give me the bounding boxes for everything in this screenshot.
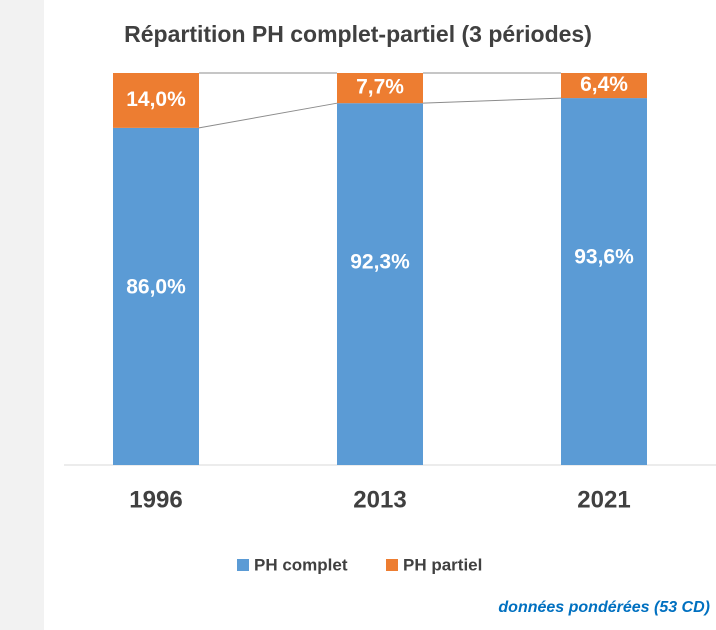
data-label: 14,0% [126,88,186,111]
bar-segment [113,73,199,128]
x-tick-label: 2021 [577,486,630,513]
bar-segment [337,73,423,104]
chart-title: Répartition PH complet-partiel (3 périod… [124,21,592,47]
data-label: 7,7% [356,76,404,99]
data-label: 86,0% [126,275,186,298]
series-line [198,102,338,129]
x-tick-label: 1996 [129,486,182,513]
legend-label: PH complet [254,555,348,574]
x-tick-label: 2013 [353,486,406,513]
data-label: 6,4% [580,73,628,96]
bar-segment [561,98,647,465]
series-line [422,97,562,104]
bar-segment [113,127,199,465]
bar-segment [561,73,647,99]
bar-segment [337,103,423,466]
data-label: 92,3% [350,251,410,274]
legend-label: PH partiel [403,555,482,574]
legend-swatch [237,559,249,571]
legend-swatch [386,559,398,571]
annotation: données pondérées (53 CD) [498,599,710,616]
data-label: 93,6% [574,246,634,269]
